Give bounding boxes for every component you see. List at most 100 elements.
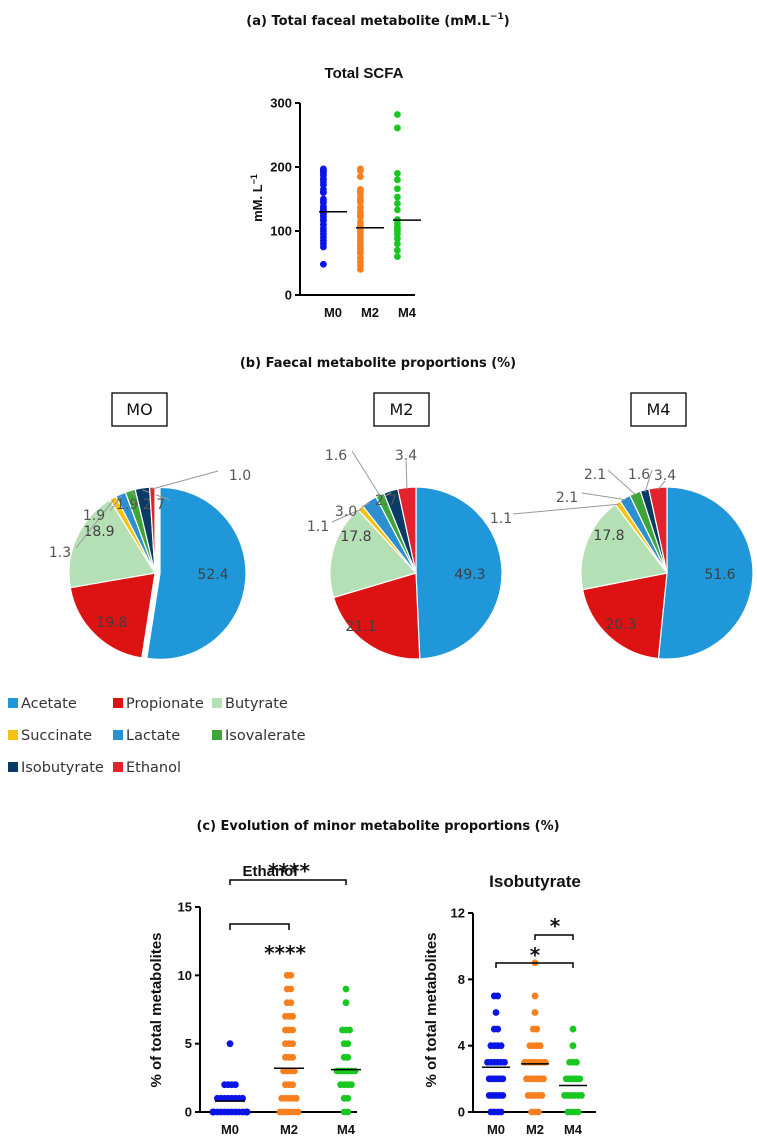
ethanol-chart: Ethanol % of total metabolites 0 5 10 15 M0 M… <box>148 859 361 1137</box>
isobutyrate-point-m4 <box>576 1075 584 1083</box>
pie_m0-leader-line <box>152 470 219 490</box>
isobutyrate-point-m0 <box>497 1042 505 1050</box>
pie_m4-leader-line <box>581 492 626 501</box>
ethanol-title: Ethanol <box>243 863 298 880</box>
ethanol-point-m0 <box>239 1094 247 1102</box>
pie_m2-value-label: 3.4 <box>395 448 417 464</box>
pie_m2-value-label: 2.7 <box>375 493 397 509</box>
pie_m2-value-label: 21.1 <box>345 619 376 635</box>
isobutyrate-y-tick-label: 4 <box>458 1038 466 1053</box>
total_scfa-y-tick-label: 200 <box>270 160 292 175</box>
pie_m2-value-label: 3.0 <box>335 504 357 520</box>
pie_m2-slice-acetate <box>415 486 503 660</box>
total_scfa-point-m4 <box>394 170 401 177</box>
legend-label-ethanol: Ethanol <box>126 760 181 776</box>
isobutyrate-title: Isobutyrate <box>489 872 581 891</box>
ethanol-point-m0 <box>226 1040 234 1048</box>
pie_m4-value-label: 20.3 <box>605 617 636 633</box>
total_scfa-x-tick-label: M4 <box>398 305 417 320</box>
isobutyrate-point-m2 <box>531 1009 539 1016</box>
pie_m0-leader-line <box>109 495 122 512</box>
panel-a-title: (a) Total faceal metabolite (mM.L−1) <box>246 12 509 29</box>
legend-swatch-succinate <box>8 730 18 740</box>
panel-c-title: (c) Evolution of minor metabolite propor… <box>196 819 559 834</box>
pie_m2-value-label: 1.1 <box>307 519 329 535</box>
isobutyrate-point-m4 <box>574 1108 582 1116</box>
pie_m0-slice-butyrate <box>68 499 156 589</box>
ethanol-point-m4 <box>344 1040 352 1048</box>
pie_m2-leader-line <box>405 460 408 490</box>
pie_m2-leader-line <box>331 508 362 523</box>
isobutyrate-point-m0 <box>494 992 502 1000</box>
legend-label-propionate: Propionate <box>126 696 204 712</box>
pie-m0-chart: 52.419.818.91.31.91.92.71.0 <box>49 468 251 660</box>
legend-label-butyrate: Butyrate <box>225 696 288 712</box>
isobutyrate-point-m0 <box>494 1025 502 1033</box>
isobutyrate-chart: Isobutyrate % of total metabolites 0 4 8 12… <box>423 872 596 1137</box>
ethanol-point-m2 <box>289 1012 296 1020</box>
ethanol-y-tick-label: 5 <box>185 1036 192 1051</box>
pie_m2-slice-butyrate <box>329 508 418 599</box>
ethanol-point-m4 <box>348 1081 355 1089</box>
ethanol-point-m2 <box>287 971 295 979</box>
legend: Acetate Propionate Butyrate Succinate Lactat… <box>8 696 306 776</box>
isobutyrate-point-m0 <box>492 1009 500 1016</box>
total_scfa-point-m0 <box>320 260 327 268</box>
pie-m2-chart: 49.3 21.1 17.8 1.1 3.0 1.6 2.7 3.4 <box>307 448 503 660</box>
pie-m0-label-box: MO <box>111 392 168 427</box>
isobutyrate-significance-stars: * <box>550 914 561 938</box>
isobutyrate-point-m4 <box>569 1025 577 1033</box>
legend-label-isobutyrate: Isobutyrate <box>21 760 104 776</box>
ethanol-point-m4 <box>344 1094 352 1102</box>
isobutyrate-point-m2 <box>536 1042 544 1050</box>
total_scfa-x-tick-label: M0 <box>324 305 342 320</box>
legend-label-acetate: Acetate <box>21 696 77 712</box>
ethanol-point-m2 <box>287 985 295 993</box>
pie_m4-value-label: 3.4 <box>654 468 676 484</box>
isobutyrate-x-tick-label: M2 <box>526 1122 544 1137</box>
isobutyrate-point-m0 <box>499 1075 507 1083</box>
ethanol-point-m2 <box>287 999 295 1007</box>
pie_m4-slice-butyrate <box>580 503 669 591</box>
legend-swatch-isobutyrate <box>8 762 18 772</box>
ethanol-significance-bracket <box>229 879 347 885</box>
pie_m0-leader-line <box>75 499 115 549</box>
legend-swatch-lactate <box>113 730 123 740</box>
ethanol-point-m2 <box>291 1067 298 1075</box>
ethanol-point-m4 <box>344 1053 352 1061</box>
ethanol-point-m4 <box>351 1067 359 1075</box>
pie_m0-value-label: 1.9 <box>116 497 138 513</box>
total_scfa-y-tick-label: 0 <box>285 288 292 303</box>
pie_m0-slice-propionate <box>69 572 156 659</box>
pie_m0-value-label: 1.3 <box>49 545 71 561</box>
ethanol-point-m4 <box>342 985 350 993</box>
total_scfa-point-m2 <box>357 167 364 175</box>
isobutyrate-point-m2 <box>531 992 539 1000</box>
ethanol-point-m4 <box>344 1108 352 1116</box>
pie_m0-value-label: 52.4 <box>197 567 228 583</box>
total-scfa-title: Total SCFA <box>325 65 404 82</box>
ethanol-x-tick-label: M4 <box>337 1122 356 1137</box>
pie_m4-value-label: 2.1 <box>584 467 606 483</box>
total_scfa-point-m4 <box>394 206 401 214</box>
isobutyrate-point-m2 <box>533 1025 541 1033</box>
pie_m4-value-label: 2.1 <box>556 490 578 506</box>
isobutyrate-x-tick-label: M0 <box>487 1122 505 1137</box>
isobutyrate-x-tick-label: M4 <box>564 1122 583 1137</box>
isobutyrate-point-m4 <box>569 1042 577 1050</box>
pie_m4-leader-line <box>607 469 637 496</box>
total_scfa-y-tick-label: 300 <box>270 96 292 111</box>
ethanol-point-m2 <box>294 1108 302 1116</box>
total_scfa-point-m4 <box>394 193 401 201</box>
total_scfa-point-m4 <box>394 200 401 207</box>
pie_m2-value-label: 49.3 <box>454 567 485 583</box>
ethanol-y-label: % of total metabolites <box>148 932 165 1087</box>
ethanol-point-m2 <box>289 1053 296 1061</box>
isobutyrate-point-m0 <box>501 1058 508 1066</box>
pie-m0-label: MO <box>126 400 152 419</box>
pie-m4-label: M4 <box>647 400 671 419</box>
panel-b-title: (b) Faecal metabolite proportions (%) <box>240 356 516 371</box>
isobutyrate-point-m2 <box>538 1092 546 1099</box>
ethanol-significance-stars: **** <box>268 859 310 883</box>
